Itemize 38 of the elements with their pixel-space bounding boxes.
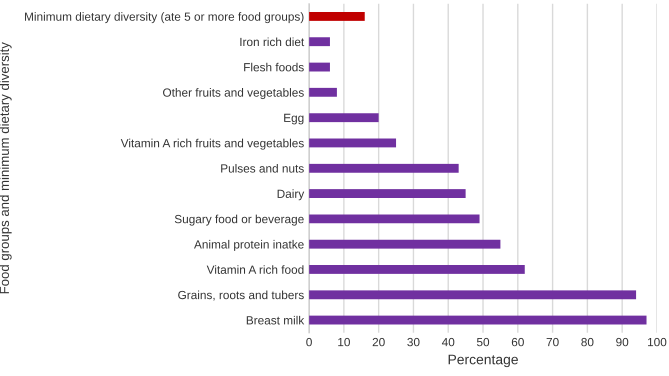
x-tick-label: 10 (338, 338, 350, 346)
bar (309, 62, 330, 72)
y-tick-label: Grains, roots and tubers (178, 290, 304, 301)
x-tick-label: 80 (581, 338, 594, 346)
x-tick-label: 0 (306, 338, 312, 346)
y-tick-label: Sugary food or beverage (174, 214, 304, 226)
y-tick-label: Iron rich diet (240, 37, 304, 46)
x-tick-label: 90 (616, 338, 628, 346)
y-tick-label: Flesh foods (244, 62, 304, 72)
x-tick-label: 50 (476, 338, 490, 346)
x-tick-label: 100 (648, 338, 666, 346)
y-tick-label: Pulses and nuts (221, 164, 304, 173)
y-tick-label: Minimum dietary diversity (ate 5 or more food groups) (25, 12, 304, 24)
bar (309, 214, 480, 224)
x-tick-label: 60 (512, 338, 524, 346)
y-tick-label: Other fruits and vegetables (163, 88, 304, 100)
y-tick-label: Egg (284, 114, 304, 124)
bar (309, 240, 500, 249)
bar (309, 138, 396, 148)
y-tick-label: Dairy (278, 189, 304, 200)
bar (309, 88, 337, 97)
bar (309, 265, 525, 274)
bar (309, 164, 459, 173)
bar (309, 316, 647, 325)
x-axis-title: Percentage (448, 354, 518, 368)
x-tick-label: 30 (407, 338, 420, 346)
bar (309, 12, 365, 21)
bar (309, 189, 466, 198)
y-tick-label: Vitamin A rich fruits and vegetables (120, 138, 304, 150)
x-tick-label: 20 (372, 338, 385, 346)
bar (309, 37, 330, 46)
y-tick-label: Breast milk (246, 316, 304, 324)
bar (309, 290, 636, 300)
y-tick-label: Animal protein inatke (194, 240, 304, 251)
bar (309, 113, 379, 122)
x-tick-label: 70 (546, 338, 559, 346)
y-tick-label: Vitamin A rich food (206, 265, 304, 274)
x-tick-label: 40 (442, 338, 454, 346)
